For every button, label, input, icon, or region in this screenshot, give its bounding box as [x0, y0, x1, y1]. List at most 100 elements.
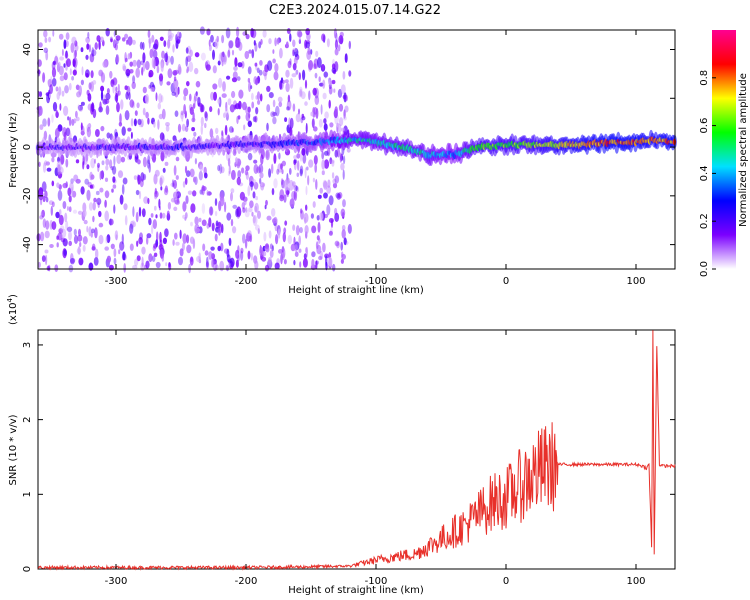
- spectrogram-cell: [152, 219, 157, 230]
- spectrogram-cell: [338, 44, 341, 52]
- spectrogram-cell: [73, 174, 79, 182]
- spectrogram-cell: [340, 208, 346, 218]
- spectrogram-cell: [248, 49, 252, 54]
- spectrogram-cell: [104, 246, 109, 251]
- spectrogram-cell: [293, 159, 298, 164]
- spectrogram-cell: [236, 177, 241, 186]
- spectrogram-cell: [178, 256, 183, 266]
- spectrogram-cell: [104, 177, 109, 182]
- spectrogram-cell: [179, 229, 182, 239]
- spectrogram-cell: [194, 92, 198, 102]
- spectrogram-cell: [312, 177, 315, 183]
- spectrogram-cell: [87, 93, 92, 102]
- spectrogram-cell: [310, 213, 314, 219]
- spectrogram-cell: [281, 179, 285, 189]
- spectrogram-cell: [144, 60, 150, 71]
- spectrogram-cell: [165, 124, 170, 132]
- spectrogram-cell: [63, 105, 69, 116]
- spectrogram-cell: [173, 79, 179, 89]
- spectrogram-cell: [181, 123, 186, 132]
- spectrogram-cell: [274, 37, 277, 47]
- snr-x-ticks: -300 -200 -100 0 100: [105, 330, 646, 587]
- spectrogram-cell: [302, 153, 307, 164]
- spectrogram-cell: [339, 31, 344, 38]
- spectrogram-cell: [192, 190, 197, 197]
- spectrogram-cell: [92, 80, 97, 85]
- spectrogram-cell: [117, 170, 124, 179]
- spectrogram-cell: [210, 91, 215, 101]
- spectrogram-cell: [251, 211, 254, 217]
- spectrogram-cell: [219, 260, 225, 272]
- spectrogram-cell: [212, 65, 217, 74]
- spectrogram-cell: [45, 50, 49, 61]
- spectrogram-cell: [256, 166, 261, 174]
- spectrogram-cell: [251, 49, 255, 59]
- spectrogram-cell: [180, 110, 184, 116]
- spectrogram-cell: [278, 152, 281, 160]
- spectrogram-cell: [293, 48, 299, 57]
- spectrogram-cell: [241, 101, 247, 111]
- spectrogram-cell: [99, 171, 102, 181]
- spectrogram-cell: [259, 172, 264, 179]
- spectrogram-cell: [158, 93, 163, 104]
- spectrogram-cell: [68, 230, 72, 241]
- spectrogram-cell: [324, 111, 329, 119]
- spectrogram-cell: [186, 81, 190, 87]
- x-tick-label: -200: [235, 276, 258, 287]
- spectrogram-cell: [125, 68, 131, 77]
- spectrogram-cell: [193, 176, 196, 183]
- spectrogram-cell: [225, 264, 229, 271]
- spectrogram-cell: [295, 69, 299, 75]
- spectrogram-cell: [289, 33, 292, 42]
- spectrogram-cell: [50, 76, 53, 85]
- spectrogram-cell: [164, 185, 168, 193]
- spectrogram-cell: [253, 164, 259, 174]
- spectrogram-cell: [336, 122, 340, 128]
- spectrogram-cell: [317, 57, 322, 69]
- spectrogram-cell: [129, 99, 135, 108]
- spectrogram-cell: [149, 48, 154, 59]
- spectrogram-cell: [142, 52, 146, 63]
- spectrogram-cell: [218, 77, 223, 88]
- spectrogram-cell: [248, 81, 252, 93]
- spectrogram-cell: [252, 191, 256, 199]
- spectrogram-cell: [129, 243, 134, 251]
- spectrogram-cell: [54, 264, 59, 273]
- spectrogram-cell: [183, 87, 189, 97]
- spectrogram-cell: [321, 170, 325, 176]
- spectrogram-cell: [174, 86, 179, 98]
- spectrogram-cell: [198, 252, 201, 261]
- spectrogram-cell: [43, 47, 49, 54]
- spectrogram-cell: [216, 35, 219, 43]
- spectral-ridge: [35, 129, 677, 166]
- spectrogram-cell: [135, 211, 139, 223]
- spectrogram-cell: [51, 221, 57, 230]
- spectrogram-cell: [194, 216, 199, 225]
- spectrogram-cell: [293, 244, 298, 252]
- spectrogram-cell: [328, 218, 334, 223]
- spectrogram-cell: [71, 186, 74, 198]
- spectrogram-cell: [296, 153, 301, 159]
- spectrogram-cell: [289, 127, 293, 136]
- spectrogram-cell: [278, 249, 283, 254]
- spectrogram-cell: [244, 50, 250, 60]
- spectrogram-cell: [182, 201, 187, 212]
- spectrogram-cell: [174, 199, 180, 205]
- spectrogram-cell: [175, 40, 179, 49]
- spectrogram-cell: [194, 52, 200, 58]
- spectrogram-cell: [54, 54, 58, 64]
- spectrogram-cell: [202, 243, 206, 252]
- spectrogram-cell: [90, 174, 95, 180]
- spectrogram-cell: [273, 216, 278, 226]
- spectrogram-cell: [98, 234, 104, 245]
- spectrogram-cell: [136, 102, 140, 109]
- spectrogram-cell: [231, 169, 236, 181]
- spectrogram-cell: [241, 61, 245, 69]
- spectrogram-cell: [120, 99, 124, 110]
- spectrogram-cell: [212, 83, 218, 90]
- spectrogram-cell: [161, 212, 166, 219]
- spectrogram-cell: [55, 211, 60, 219]
- spectrogram-cell: [283, 179, 289, 191]
- spectrogram-cell: [51, 180, 55, 187]
- spectrogram-cell: [195, 228, 201, 233]
